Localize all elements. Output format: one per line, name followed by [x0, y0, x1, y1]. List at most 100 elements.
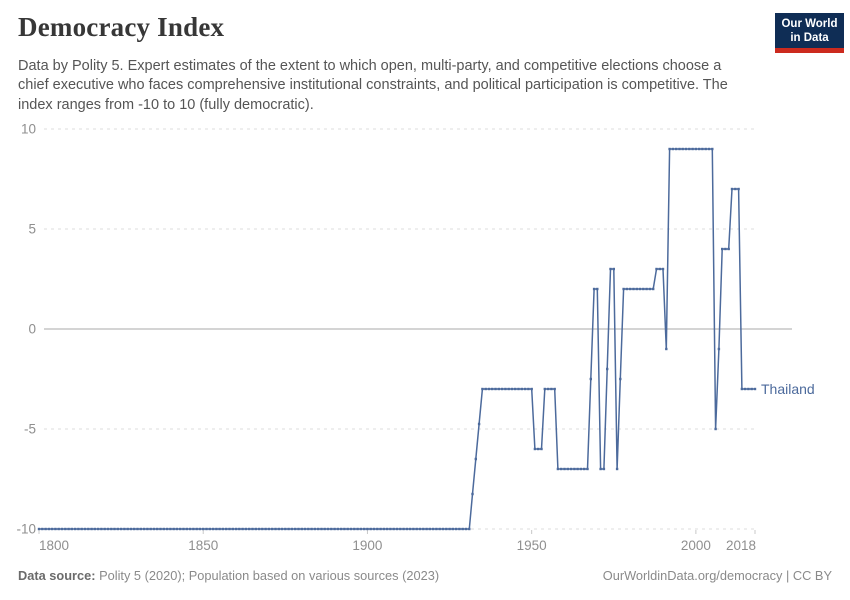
data-point-marker [188, 527, 192, 531]
data-point-marker [471, 492, 474, 496]
data-point-marker [428, 527, 431, 531]
data-point-marker [543, 387, 546, 391]
data-point-marker [228, 527, 231, 531]
data-point-marker [277, 527, 280, 531]
data-point-marker [632, 287, 635, 291]
data-point-marker [556, 467, 560, 471]
data-point-marker [280, 527, 284, 531]
data-point-marker [116, 527, 119, 531]
data-point-marker [504, 387, 507, 391]
data-point-marker [90, 527, 93, 531]
x-axis-tick-label: 1850 [188, 538, 218, 553]
x-axis-tick-label: 1900 [352, 538, 382, 553]
data-point-marker [87, 527, 90, 531]
data-point-marker [57, 527, 60, 531]
data-point-marker [149, 527, 152, 531]
data-point-marker [37, 527, 41, 531]
data-point-marker [458, 527, 461, 531]
data-point-marker [195, 527, 198, 531]
data-point-marker [165, 527, 169, 531]
data-point-marker [461, 527, 464, 531]
data-point-marker [379, 527, 382, 531]
data-point-marker [451, 527, 454, 531]
owid-logo[interactable]: Our World in Data [775, 13, 844, 53]
data-point-marker [241, 527, 244, 531]
data-point-marker [635, 287, 638, 291]
data-point-marker [44, 527, 47, 531]
data-point-marker [119, 527, 123, 531]
data-point-marker [474, 457, 477, 461]
y-axis-tick-label: 10 [21, 122, 36, 137]
y-axis-tick-label: 5 [28, 222, 36, 237]
data-point-marker [287, 527, 290, 531]
owid-logo-line1: Our World [781, 18, 838, 30]
data-point-marker [599, 467, 602, 471]
data-point-marker [418, 527, 422, 531]
owid-url-license[interactable]: OurWorldinData.org/democracy | CC BY [602, 568, 832, 583]
data-point-marker [100, 527, 103, 531]
data-point-marker [126, 527, 129, 531]
data-point-marker [707, 147, 711, 151]
data-point-marker [491, 387, 494, 391]
chart-subtitle: Data by Polity 5. Expert estimates of th… [18, 57, 768, 115]
data-point-marker [717, 347, 721, 351]
data-point-marker [678, 147, 681, 151]
data-point-marker [668, 147, 671, 151]
data-point-marker [619, 377, 622, 381]
data-point-marker [724, 247, 727, 251]
data-point-marker [602, 467, 606, 471]
data-point-marker [274, 527, 277, 531]
data-point-marker [96, 527, 100, 531]
data-point-marker [721, 247, 724, 251]
gridlines [44, 128, 792, 530]
data-point-marker [129, 527, 133, 531]
data-point-marker [372, 527, 376, 531]
data-point-marker [257, 527, 261, 531]
data-point-marker [330, 527, 333, 531]
data-point-marker [655, 267, 658, 271]
data-point-marker [70, 527, 73, 531]
data-point-marker [356, 527, 359, 531]
data-point-marker [231, 527, 234, 531]
data-point-marker [267, 527, 271, 531]
data-point-marker [110, 527, 113, 531]
data-point-marker [67, 527, 70, 531]
data-point-marker [648, 287, 652, 291]
data-point-marker [376, 527, 379, 531]
data-point-marker [50, 527, 54, 531]
data-point-marker [366, 527, 369, 531]
data-point-marker [714, 427, 717, 431]
data-point-marker [576, 467, 579, 471]
data-point-marker [642, 287, 645, 291]
x-axis-tick-label: 1950 [517, 538, 547, 553]
data-point-marker [211, 527, 215, 531]
data-point-marker [566, 467, 569, 471]
data-point-marker [208, 527, 211, 531]
data-point-marker [523, 387, 527, 391]
data-point-marker [113, 527, 116, 531]
data-point-marker [103, 527, 106, 531]
data-point-marker [596, 287, 599, 291]
data-point-marker [303, 527, 307, 531]
data-point-marker [156, 527, 159, 531]
data-point-marker [136, 527, 139, 531]
data-point-marker [139, 527, 142, 531]
data-point-marker [615, 467, 619, 471]
data-point-marker [550, 387, 553, 391]
data-point-marker [698, 147, 701, 151]
data-point-marker [221, 527, 225, 531]
data-point-marker [638, 287, 642, 291]
data-point-marker [612, 267, 615, 271]
data-point-marker [294, 527, 297, 531]
data-point-marker [711, 147, 714, 151]
data-point-marker [320, 527, 323, 531]
data-point-marker [530, 387, 533, 391]
data-point-marker [606, 367, 609, 371]
data-point-marker [661, 267, 665, 271]
data-point-marker [162, 527, 165, 531]
data-point-marker [527, 387, 530, 391]
x-axis-tick-label: 2000 [681, 538, 711, 553]
series-end-label[interactable]: Thailand [761, 381, 815, 397]
